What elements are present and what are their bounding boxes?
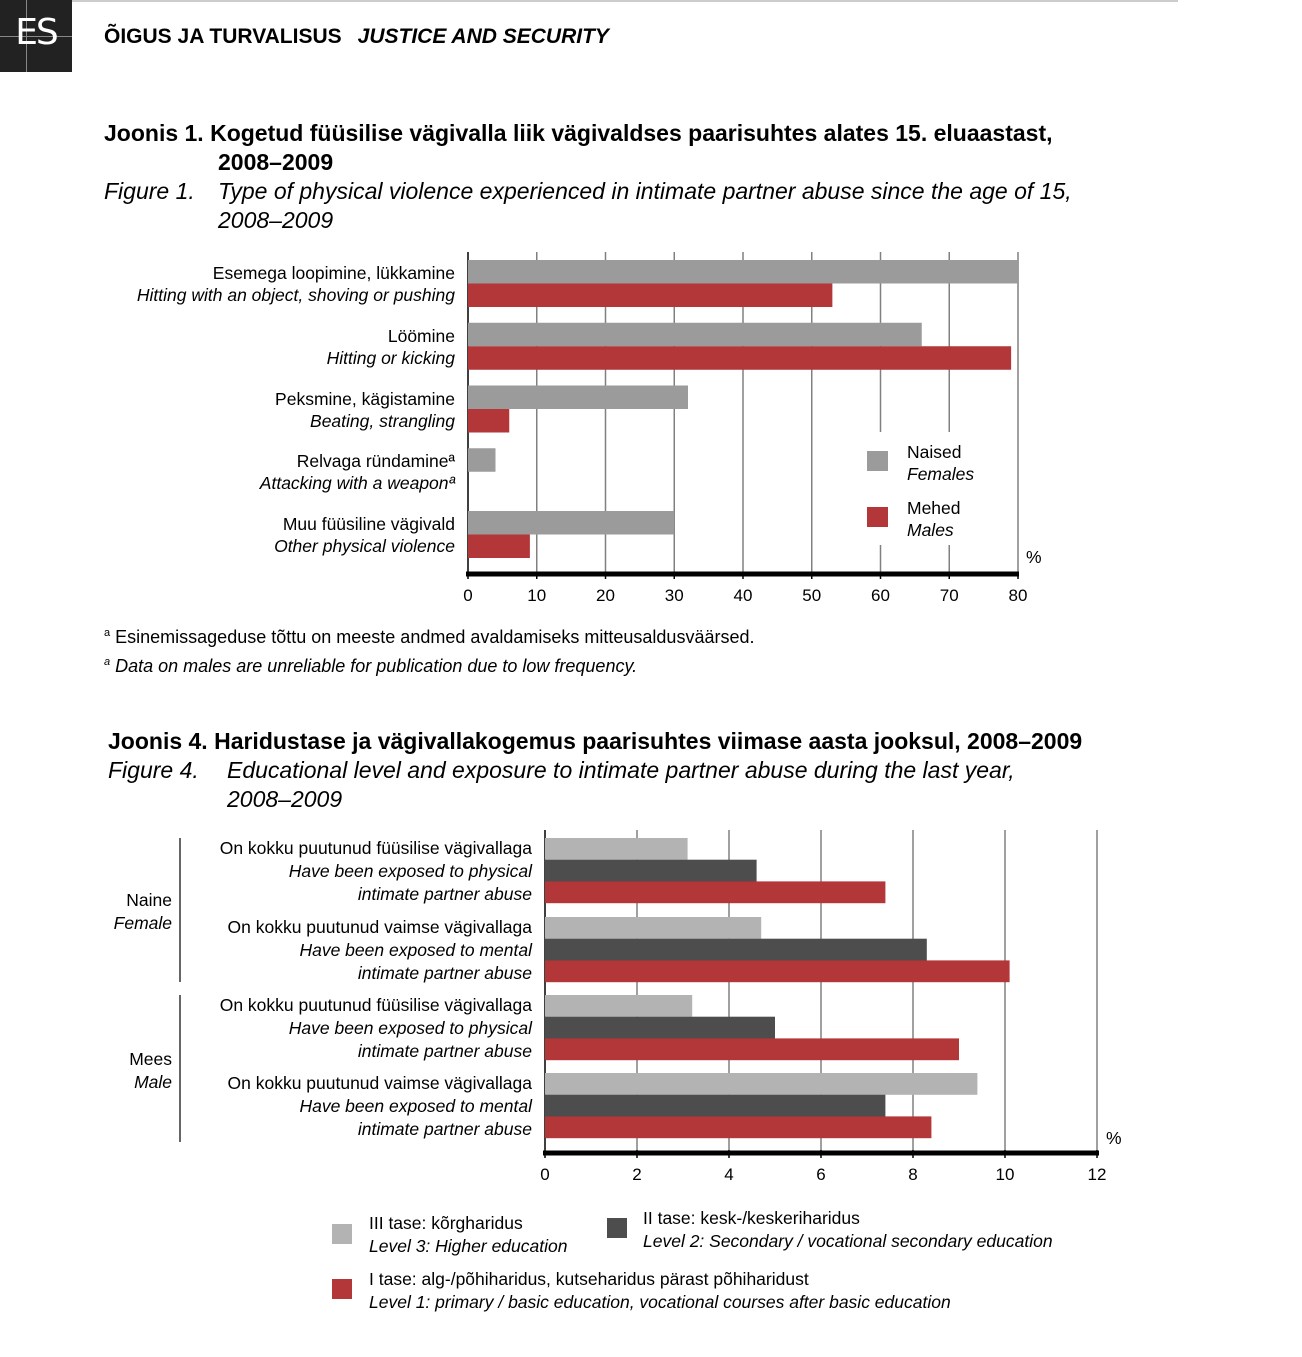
bar-level1 (545, 881, 886, 904)
category-label-et: Relvaga ründamineª (296, 451, 455, 472)
bar-level2 (545, 1094, 886, 1117)
category-label-en: Hitting or kicking (326, 347, 455, 368)
x-tick-label: 40 (733, 586, 753, 605)
bar-females (468, 260, 1018, 284)
x-tick-label: 10 (995, 1165, 1015, 1184)
category-label-en: Attacking with a weaponª (259, 473, 455, 494)
category-label-en-line2: intimate partner abuse (357, 963, 532, 983)
figure1-title-et-line2: 2008–2009 (218, 149, 334, 175)
bar-males (468, 409, 510, 433)
bar-males (468, 534, 530, 558)
figure1-prefix-en: Figure 1. (104, 178, 195, 204)
legend-label-en: Level 3: Higher education (369, 1236, 568, 1256)
legend-label-et: II tase: kesk-/keskeriharidus (643, 1208, 860, 1228)
group-label-en: Female (113, 913, 172, 933)
figure4-title-en: Educational level and exposure to intima… (227, 757, 1015, 783)
bar-level2 (545, 938, 927, 961)
section-title-en: JUSTICE AND SECURITY (357, 25, 609, 48)
category-label-en-line2: intimate partner abuse (357, 884, 532, 904)
category-label-en: Hitting with an object, shoving or pushi… (136, 285, 455, 305)
group-label-en: Male (134, 1071, 172, 1092)
x-axis-unit: % (1026, 547, 1042, 567)
group-label-et: Mees (129, 1048, 172, 1069)
category-label-et: On kokku puutunud füüsilise vägivallaga (219, 995, 532, 1015)
x-tick-label: 20 (596, 586, 615, 605)
x-tick-label: 70 (939, 586, 959, 605)
category-label-en: Have been exposed to physical (288, 1018, 532, 1038)
bar-level1 (545, 1038, 959, 1061)
bar-level1 (545, 1116, 932, 1139)
figure4-title-et: Joonis 4. Haridustase ja vägivallakogemu… (108, 728, 1083, 754)
section-title-et: ÕIGUS JA TURVALISUS (104, 25, 342, 48)
x-tick-label: 10 (527, 586, 547, 605)
bar-males (468, 346, 1012, 370)
x-tick-label: 60 (871, 586, 890, 605)
x-tick-label: 0 (540, 1165, 550, 1184)
figure4-title-en-line2: 2008–2009 (227, 786, 343, 812)
bar-level3 (545, 995, 693, 1017)
bar-level3 (545, 917, 762, 939)
bar-level3 (545, 838, 688, 860)
x-tick-label: 6 (816, 1165, 826, 1184)
legend-swatch (867, 451, 888, 471)
category-label-en: Other physical violence (274, 536, 455, 556)
figure1-title-en: Type of physical violence experienced in… (218, 178, 1072, 204)
legend-label-en: Level 1: primary / basic education, voca… (369, 1292, 951, 1312)
legend-swatch-level2 (607, 1218, 627, 1238)
legend-label-en: Level 2: Secondary / vocational secondar… (643, 1231, 1053, 1251)
bar-females (468, 322, 922, 347)
legend-swatch (867, 507, 888, 527)
section-header: ÕIGUS JA TURVALISUS JUSTICE AND SECURITY (104, 25, 609, 49)
x-axis-unit: % (1106, 1128, 1122, 1148)
footnote-et: a Esinemissageduse tõttu on meeste andme… (104, 627, 755, 647)
legend-label-en: Males (907, 520, 954, 540)
category-label-et: On kokku puutunud vaimse vägivallaga (227, 1073, 533, 1093)
bar-level1 (545, 960, 1010, 983)
category-label-en-line2: intimate partner abuse (357, 1119, 532, 1139)
legend-label-et: III tase: kõrgharidus (369, 1213, 523, 1233)
x-tick-label: 4 (724, 1165, 734, 1184)
figure1-title-et: Joonis 1. Kogetud füüsilise vägivalla li… (104, 120, 1053, 146)
figure4-prefix-en: Figure 4. (108, 757, 199, 783)
x-tick-label: 30 (664, 586, 684, 605)
legend-label-et: Mehed (907, 498, 961, 518)
x-tick-label: 2 (632, 1165, 642, 1184)
legend-label-et: I tase: alg-/põhiharidus, kutseharidus p… (369, 1269, 809, 1289)
category-label-et: Löömine (387, 325, 455, 346)
x-tick-label: 12 (1087, 1165, 1107, 1184)
legend-swatch-level1 (332, 1279, 352, 1299)
bar-females (468, 511, 675, 535)
category-label-et: Peksmine, kägistamine (275, 388, 455, 409)
top-rule (72, 0, 1178, 2)
logo: ES (0, 0, 72, 72)
bar-level2 (545, 859, 757, 882)
x-tick-label: 0 (463, 586, 473, 605)
legend-swatch-level3 (332, 1224, 352, 1244)
x-tick-label: 8 (908, 1165, 918, 1184)
category-label-et: On kokku puutunud vaimse vägivallaga (227, 917, 533, 937)
category-label-en: Beating, strangling (310, 410, 455, 431)
x-tick-label: 80 (1008, 586, 1028, 605)
group-label-et: Naine (126, 890, 172, 910)
category-label-et: On kokku puutunud füüsilise vägivallaga (219, 838, 532, 858)
footnote-en: a Data on males are unreliable for publi… (104, 656, 638, 676)
category-label-et: Esemega loopimine, lükkamine (212, 263, 455, 283)
bar-level3 (545, 1073, 978, 1095)
category-label-et: Muu füüsiline vägivald (282, 514, 455, 534)
x-tick-label: 50 (802, 586, 822, 605)
bar-level2 (545, 1016, 775, 1039)
category-label-en: Have been exposed to mental (299, 1096, 532, 1116)
bar-females (468, 448, 496, 472)
legend-label-et: Naised (907, 442, 962, 462)
bar-females (468, 385, 688, 409)
legend-label-en: Females (907, 464, 975, 484)
figure1-title-en-line2: 2008–2009 (218, 207, 334, 233)
category-label-en: Have been exposed to mental (299, 940, 532, 960)
category-label-en-line2: intimate partner abuse (357, 1041, 532, 1061)
bar-males (468, 283, 833, 307)
category-label-en: Have been exposed to physical (288, 861, 532, 881)
